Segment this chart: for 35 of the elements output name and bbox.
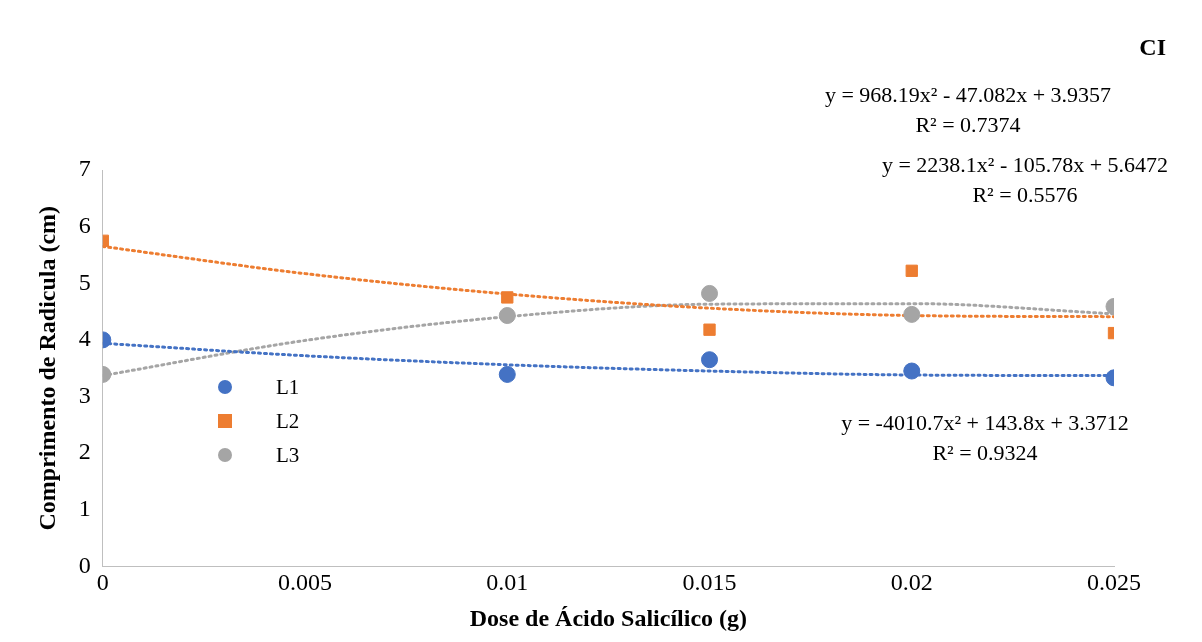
y-tick-label: 2 [78,438,91,465]
x-tick-label: 0.005 [278,569,333,596]
x-tick-label: 0.01 [486,569,529,596]
point [701,351,719,369]
x-tick-label: 0 [96,569,109,596]
point [905,264,918,277]
annotation: R² = 0.5576 [971,182,1079,208]
y-tick-label: 0 [78,551,91,578]
y-tick-label: 1 [78,495,91,522]
legend-label: L2 [276,408,300,434]
x-axis-title: Dose de Ácido Salicílico (g) [469,604,748,631]
text: R² = 0.7374 [914,112,1022,138]
point [498,307,516,325]
y-axis-title: Comprimento de Radicula (cm) [33,205,60,531]
y-tick-label: 4 [78,325,91,352]
point [903,305,921,323]
x-tick-label: 0.02 [890,569,933,596]
y-tick-label: 6 [78,211,91,238]
y-tick-label: 5 [78,268,91,295]
point [501,291,514,304]
annotation: R² = 0.9324 [931,440,1039,466]
y-tick-label: 3 [78,381,91,408]
text: y = 968.19x² - 47.082x + 3.9357 [823,82,1113,108]
annotation: y = -4010.7x² + 143.8x + 3.3712 [840,410,1130,436]
chart-title: CI [1139,34,1166,61]
point [903,362,921,380]
point [703,323,716,336]
annotation: y = 2238.1x² - 105.78x + 5.6472 [880,152,1170,178]
point [701,284,719,302]
legend-label: L1 [276,374,300,400]
x-tick-label: 0.015 [682,569,737,596]
point [498,365,516,383]
x-tick-label: 0.025 [1087,569,1141,596]
y-tick-label: 7 [78,155,91,182]
legend-label: L3 [276,442,300,468]
